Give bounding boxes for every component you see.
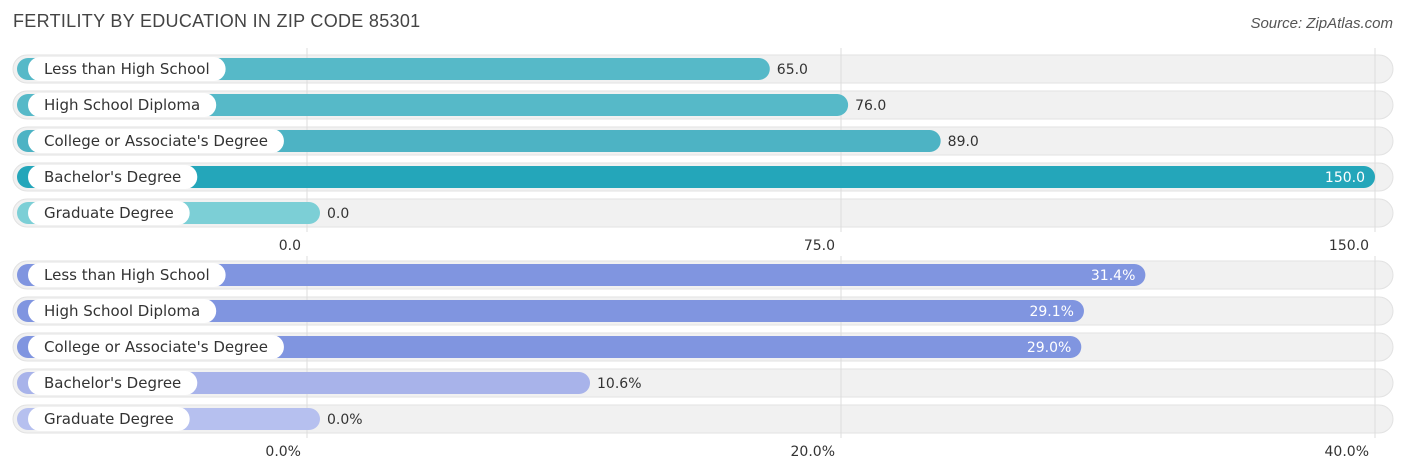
category-label: High School Diploma [44,96,200,114]
bar [17,300,1084,322]
value-label: 29.0% [1027,340,1071,356]
bar [17,94,849,116]
tick-label: 75.0 [804,238,835,254]
value-label: 76.0 [855,98,886,114]
category-label: Bachelor's Degree [44,374,181,392]
value-label: 150.0 [1325,170,1365,186]
category-label-pill [28,263,226,287]
category-label-pill [28,371,198,395]
category-label-pill [28,165,198,189]
category-label-pill [28,299,217,323]
tick-label: 20.0% [791,444,835,460]
category-label: Graduate Degree [44,204,174,222]
bar [17,166,1375,188]
value-label: 31.4% [1091,268,1135,284]
category-label-pill [28,335,284,359]
category-label: College or Associate's Degree [44,338,268,356]
value-label: 10.6% [597,376,641,392]
category-label: Graduate Degree [44,410,174,428]
row-track [12,404,1394,434]
row-track [12,198,1394,228]
category-label-pill [28,129,284,153]
value-label: 29.1% [1029,304,1073,320]
category-label-pill [28,407,190,431]
tick-label: 0.0% [265,444,301,460]
tick-label: 40.0% [1325,444,1369,460]
value-label: 65.0 [777,62,808,78]
category-label: Less than High School [44,266,210,284]
category-label: Bachelor's Degree [44,168,181,186]
category-label: Less than High School [44,60,210,78]
tick-label: 0.0 [279,238,301,254]
bar [17,336,1082,358]
value-label: 89.0 [948,134,979,150]
tick-label: 150.0 [1329,238,1369,254]
source-label: Source: ZipAtlas.com [1250,15,1393,32]
bar [17,264,1146,286]
value-label: 0.0 [327,206,349,222]
category-label-pill [28,93,217,117]
value-label: 0.0% [327,412,363,428]
category-label: College or Associate's Degree [44,132,268,150]
chart-title: FERTILITY BY EDUCATION IN ZIP CODE 85301 [13,11,421,31]
category-label-pill [28,57,226,81]
category-label: High School Diploma [44,302,200,320]
category-label-pill [28,201,190,225]
